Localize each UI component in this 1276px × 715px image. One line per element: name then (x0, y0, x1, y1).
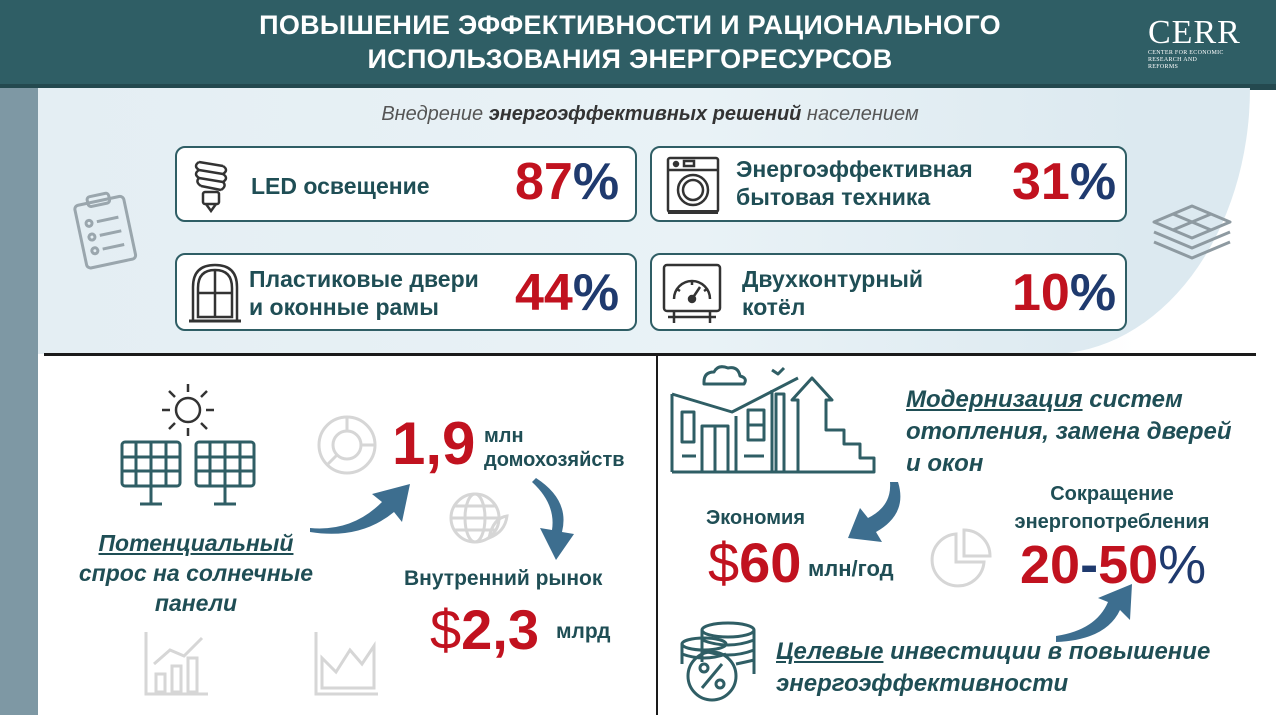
market-value: $2,3 (430, 598, 539, 662)
card-label-line-2: и оконные рамы (249, 294, 439, 320)
reduction-label-line-1: Сокращение (1050, 483, 1174, 505)
investment-caption: Целевые инвестиции в повышение энергоэфф… (776, 636, 1210, 700)
card-led-lighting: LED освещение 87% (175, 146, 637, 222)
adoption-subtitle: Внедрение энергоэффективных решений насе… (200, 103, 1100, 126)
arrow-down-left-icon (848, 482, 901, 542)
pct-value: 31 (1012, 153, 1070, 211)
logo-subtitle: CENTER FOR ECONOMIC RESEARCH AND REFORMS (1148, 50, 1228, 71)
reduction-label: Сокращение энергопотребления (994, 480, 1230, 536)
card-percentage: 31% (1012, 152, 1116, 212)
card-label-line-1: Энергоэффективная (736, 156, 973, 182)
investment-line-2: энергоэффективности (776, 670, 1069, 697)
vertical-divider (656, 356, 658, 715)
arrow-up-right-icon (310, 484, 410, 534)
households-value: 1,9 (392, 410, 476, 477)
sun-icon (162, 384, 214, 436)
market-currency: $ (430, 598, 462, 661)
window-icon (189, 263, 241, 323)
logo-subtitle-line-1: CENTER FOR ECONOMIC (1148, 50, 1224, 56)
page-title: ПОВЫШЕНИЕ ЭФФЕКТИВНОСТИ И РАЦИОНАЛЬНОГО … (150, 8, 1110, 76)
solar-caption-line-3: панели (154, 590, 238, 616)
solar-caption-line-2: спрос на солнечные (78, 560, 314, 586)
solar-caption: Потенциальный спрос на солнечные панели (46, 528, 346, 618)
card-label: LED освещение (251, 172, 430, 200)
households-unit-line-1: млн (484, 425, 524, 447)
card-label: Двухконтурный котёл (742, 265, 923, 321)
card-label-line-1: Двухконтурный (742, 266, 924, 292)
reduction-from: 20 (1020, 535, 1081, 595)
globe-leaf-icon (449, 492, 509, 544)
modernization-title-line-2: отопления, замена дверей (906, 418, 1232, 445)
solar-caption-line-1: Потенциальный (98, 530, 294, 556)
donut-chart-icon (317, 415, 377, 475)
market-label: Внутренний рынок (404, 567, 603, 590)
reduction-unit: % (1158, 535, 1207, 595)
card-energy-appliances: Энергоэффективная бытовая техника 31% (650, 146, 1127, 222)
pct-unit: % (1069, 264, 1117, 322)
card-label-line-1: Пластиковые двери (249, 266, 479, 292)
modernization-title: Модернизация систем отопления, замена дв… (906, 384, 1232, 480)
pct-unit: % (572, 264, 620, 322)
arrow-up-icon (1056, 584, 1132, 642)
led-bulb-icon (194, 160, 228, 214)
card-label: Пластиковые двери и оконные рамы (249, 265, 479, 321)
investment-rest: инвестиции в повышение (883, 638, 1211, 665)
growth-chart-icon (144, 632, 208, 696)
header-bar (0, 0, 1276, 88)
arrow-down-icon (532, 478, 574, 560)
clipboard-icon (73, 191, 138, 270)
card-label-line-2: котёл (742, 294, 806, 320)
savings-value: $60 (708, 532, 801, 594)
subtitle-pre: Внедрение (381, 103, 489, 125)
households-unit: млн домохозяйств (484, 424, 625, 472)
card-percentage: 44% (515, 263, 619, 323)
modernization-title-line-3: и окон (906, 450, 984, 477)
title-line-2: ИСПОЛЬЗОВАНИЯ ЭНЕРГОРЕСУРСОВ (367, 44, 893, 74)
modernization-title-underlined: Модернизация (906, 386, 1083, 413)
solar-panels-icon (120, 440, 256, 506)
card-plastic-windows: Пластиковые двери и оконные рамы 44% (175, 253, 637, 331)
horizontal-divider (44, 353, 1256, 356)
reduction-value: 20-50% (1020, 534, 1206, 596)
left-accent-bar (0, 88, 38, 715)
savings-number: 60 (739, 531, 802, 594)
pct-value: 10 (1012, 264, 1070, 322)
boiler-icon (662, 263, 722, 323)
savings-unit: млн/год (808, 556, 894, 581)
subtitle-bold: энергоэффективных решений (488, 103, 802, 125)
title-line-1: ПОВЫШЕНИЕ ЭФФЕКТИВНОСТИ И РАЦИОНАЛЬНОГО (259, 10, 1001, 40)
savings-label: Экономия (706, 507, 805, 529)
card-double-circuit-boiler: Двухконтурный котёл 10% (650, 253, 1127, 331)
card-label-line-1: LED освещение (251, 173, 430, 199)
card-label: Энергоэффективная бытовая техника (736, 155, 973, 211)
households-unit-line-2: домохозяйств (484, 449, 625, 471)
area-chart-icon (314, 632, 378, 696)
logo-text: CERR (1148, 14, 1241, 51)
market-number: 2,3 (461, 598, 540, 661)
layers-icon (1152, 204, 1232, 260)
coins-percent-icon (680, 621, 756, 702)
pct-unit: % (572, 153, 620, 211)
pct-value: 44 (515, 264, 573, 322)
reduction-dash: - (1080, 535, 1099, 595)
pct-unit: % (1069, 153, 1117, 211)
washing-machine-icon (666, 156, 720, 214)
investment-underlined: Целевые (776, 638, 884, 665)
card-percentage: 87% (515, 152, 619, 212)
card-label-line-2: бытовая техника (736, 184, 931, 210)
card-percentage: 10% (1012, 263, 1116, 323)
subtitle-post: населением (801, 103, 919, 125)
pie-chart-icon (930, 528, 992, 588)
cerr-logo: CERR CENTER FOR ECONOMIC RESEARCH AND RE… (1148, 16, 1258, 71)
pct-value: 87 (515, 153, 573, 211)
savings-currency: $ (708, 531, 740, 594)
header-shadow (0, 84, 1276, 90)
reduction-label-line-2: энергопотребления (1014, 511, 1210, 533)
reduction-to: 50 (1098, 535, 1159, 595)
modernization-title-rest: систем (1082, 386, 1183, 413)
logo-subtitle-line-2: RESEARCH AND REFORMS (1148, 57, 1198, 70)
market-unit: млрд (556, 620, 611, 643)
eco-building-icon (670, 365, 876, 474)
